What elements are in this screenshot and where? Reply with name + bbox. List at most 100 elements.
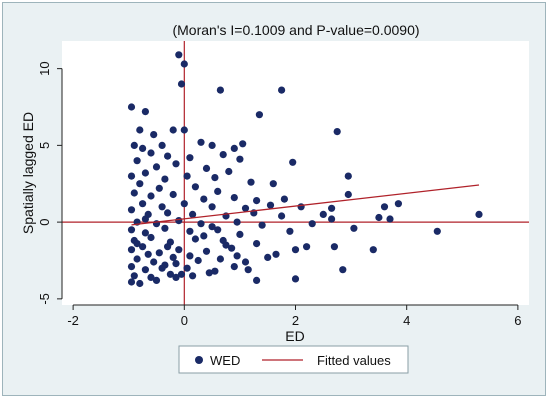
scatter-point	[169, 190, 177, 199]
scatter-point	[233, 218, 241, 226]
scatter-point	[258, 221, 266, 229]
scatter-point	[169, 253, 177, 261]
scatter-point	[127, 246, 136, 254]
scatter-point	[161, 175, 169, 183]
scatter-point	[133, 240, 141, 248]
scatter-point	[208, 141, 216, 149]
scatter-point	[155, 184, 163, 192]
fitted-line-group	[131, 184, 480, 226]
scatter-point	[147, 149, 155, 157]
scatter-point	[375, 213, 383, 222]
scatter-point	[127, 172, 136, 180]
scatter-point	[177, 80, 186, 88]
scatter-point	[344, 190, 352, 199]
scatter-point	[158, 203, 166, 211]
scatter-point	[200, 232, 208, 240]
scatter-point	[236, 230, 244, 238]
scatter-point	[147, 273, 155, 281]
scatter-point	[202, 164, 211, 172]
y-tick-label: -5	[37, 293, 52, 305]
scatter-point	[291, 246, 300, 254]
scatter-point	[308, 220, 316, 228]
scatter-point	[175, 246, 183, 254]
legend-label-fitted: Fitted values	[317, 353, 391, 368]
scatter-point	[278, 212, 286, 220]
scatter-point	[214, 226, 222, 234]
scatter-point	[175, 51, 183, 59]
x-tick-label: 6	[514, 313, 521, 328]
scatter-point	[216, 86, 224, 94]
scatter-point	[211, 267, 219, 275]
scatter-point	[286, 227, 294, 235]
scatter-point	[211, 174, 219, 182]
scatter-point	[155, 249, 163, 257]
scatter-point	[183, 264, 191, 272]
scatter-point	[475, 210, 483, 218]
scatter-point	[233, 252, 241, 260]
scatter-point	[180, 60, 188, 68]
scatter-point	[222, 241, 230, 249]
scatter-point	[330, 243, 338, 251]
scatter-point	[144, 250, 152, 258]
scatter-point	[236, 155, 244, 163]
scatter-point	[380, 203, 389, 211]
scatter-point	[141, 215, 149, 223]
scatter-point	[152, 276, 161, 284]
scatter-point	[244, 266, 252, 274]
scatter-point	[150, 258, 158, 266]
scatter-point	[247, 178, 255, 186]
scatter-point	[239, 140, 247, 148]
scatter-point	[169, 126, 177, 134]
scatter-point	[150, 131, 158, 139]
scatter-point	[328, 215, 336, 223]
scatter-point	[291, 275, 300, 283]
scatter-point	[339, 266, 347, 274]
scatter-point	[228, 244, 236, 252]
scatter-points	[127, 51, 483, 288]
scatter-point	[161, 224, 169, 232]
scatter-point	[280, 195, 288, 203]
moran-scatter-chart: (Moran's I=0.1009 and P-value=0.0090) -2…	[20, 22, 529, 374]
legend-box	[178, 345, 409, 374]
scatter-point	[183, 172, 191, 180]
fitted-values-line	[131, 184, 480, 226]
scatter-point	[172, 160, 180, 168]
scatter-point	[141, 169, 149, 177]
scatter-point	[241, 204, 250, 212]
scatter-point	[133, 157, 141, 165]
scatter-point	[180, 126, 188, 134]
scatter-point	[136, 180, 144, 188]
scatter-point	[189, 272, 197, 280]
scatter-point	[333, 128, 341, 136]
scatter-point	[127, 278, 136, 286]
scatter-point	[172, 273, 180, 281]
y-axis-label: Spatially lagged ED	[20, 112, 36, 234]
scatter-point	[202, 247, 211, 255]
scatter-point	[136, 279, 144, 288]
scatter-point	[164, 209, 172, 217]
scatter-point	[200, 195, 208, 203]
scatter-point	[272, 250, 280, 258]
x-tick-label: 4	[403, 313, 410, 328]
scatter-point	[214, 187, 222, 195]
scatter-point	[278, 86, 286, 94]
x-tick-label: -2	[67, 313, 79, 328]
scatter-point	[194, 256, 202, 265]
scatter-point	[172, 260, 180, 268]
scatter-point	[197, 220, 205, 228]
scatter-point	[253, 197, 261, 205]
legend-label-wed: WED	[210, 353, 240, 368]
scatter-point	[186, 154, 194, 162]
scatter-point	[208, 203, 216, 211]
y-axis: -5 0 5 10	[37, 61, 63, 305]
scatter-point	[197, 138, 205, 146]
scatter-point	[127, 263, 136, 271]
scatter-point	[319, 210, 327, 218]
scatter-point	[141, 108, 149, 116]
scatter-point	[303, 243, 311, 251]
scatter-point	[208, 223, 216, 231]
scatter-point	[394, 200, 402, 208]
scatter-point	[191, 235, 199, 243]
legend: WED Fitted values	[178, 345, 409, 374]
y-tick-label: 10	[37, 61, 52, 75]
